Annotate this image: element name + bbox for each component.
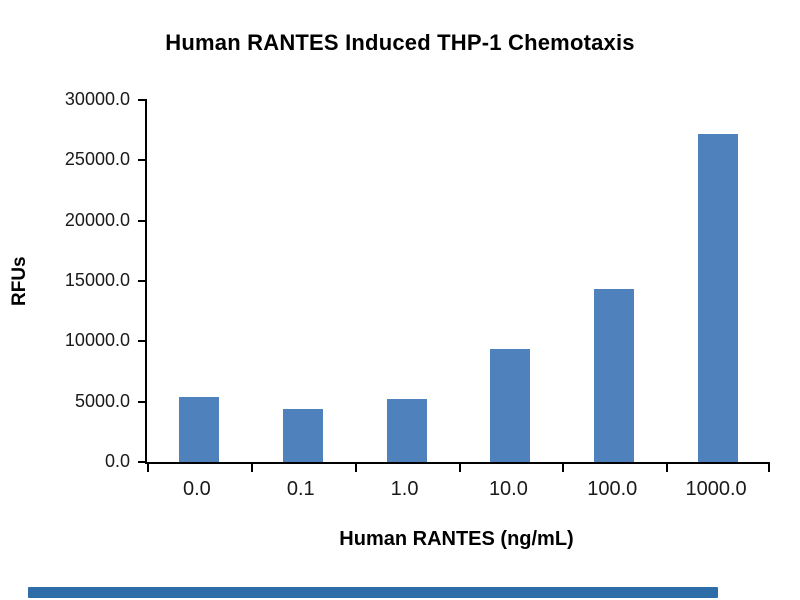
x-tick-label: 1.0 <box>390 478 419 500</box>
y-tick-mark <box>138 461 147 463</box>
bar-10.0 <box>490 348 531 462</box>
y-tick-mark <box>138 280 147 282</box>
x-axis-labels: 0.0 0.1 1.0 10.0 100.0 1000.0 <box>145 478 768 506</box>
x-tick-label: 0.1 <box>286 478 315 500</box>
x-axis-title: Human RANTES (ng/mL) <box>339 528 574 550</box>
y-tick-label: 20000.0 <box>64 209 130 230</box>
y-tick-label: 5000.0 <box>74 390 130 411</box>
chart-title: Human RANTES Induced THP-1 Chemotaxis <box>165 30 635 55</box>
x-tick-mark <box>562 464 565 472</box>
y-tick-mark <box>138 340 147 343</box>
bar-1.0 <box>386 399 427 462</box>
x-tick-mark <box>666 464 669 472</box>
y-tick-mark <box>138 219 147 222</box>
x-tick-label: 1000.0 <box>685 478 747 500</box>
x-tick-label: 0.0 <box>183 478 211 500</box>
y-tick-label: 0.0 <box>104 451 130 471</box>
bottom-decorative-strip <box>28 587 718 598</box>
y-tick-label: 25000.0 <box>64 149 130 170</box>
x-tick-mark <box>250 464 253 472</box>
x-tick-mark <box>458 464 461 472</box>
x-tick-mark <box>147 464 149 472</box>
y-tick-label: 15000.0 <box>64 270 130 290</box>
bar-0.1 <box>282 408 323 462</box>
bar-0.0 <box>178 396 219 462</box>
y-tick-mark <box>138 99 147 101</box>
y-tick-label: 10000.0 <box>64 330 130 351</box>
y-axis-labels: 0.0 5000.0 10000.0 15000.0 20000.0 25000.0 300… <box>0 89 136 471</box>
bar-100.0 <box>594 289 635 462</box>
y-tick-mark <box>138 400 147 403</box>
y-tick-mark <box>138 159 147 162</box>
x-tick-mark <box>768 464 770 472</box>
y-tick-label: 30000.0 <box>64 89 130 109</box>
x-tick-mark <box>354 464 357 472</box>
x-tick-label: 100.0 <box>587 478 638 500</box>
bar-1000.0 <box>698 133 739 462</box>
plot-area <box>138 99 770 472</box>
x-tick-label: 10.0 <box>488 478 528 500</box>
